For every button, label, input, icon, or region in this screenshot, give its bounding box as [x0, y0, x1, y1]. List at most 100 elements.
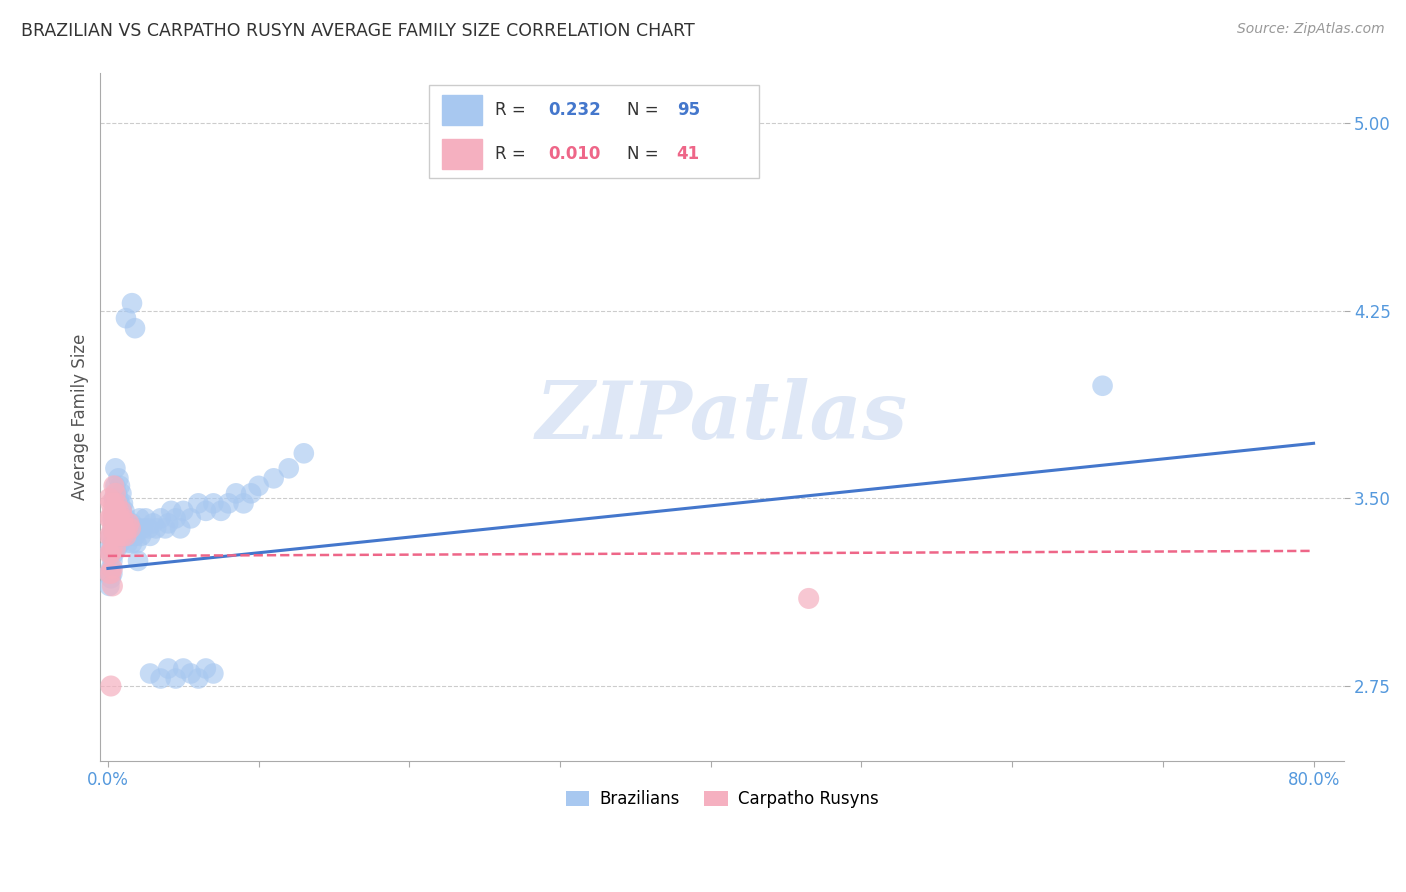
Point [105, 486, 128, 500]
Point [232, 496, 254, 510]
Legend: Brazilians, Carpatho Rusyns: Brazilians, Carpatho Rusyns [560, 783, 886, 814]
Point [165, 511, 187, 525]
Point [139, 666, 162, 681]
Point [100, 679, 122, 693]
Point [101, 554, 124, 568]
Point [114, 521, 136, 535]
Point [98, 579, 121, 593]
Point [172, 661, 194, 675]
Point [101, 579, 124, 593]
Point [103, 546, 125, 560]
Point [149, 672, 172, 686]
Point [124, 529, 146, 543]
Point [129, 529, 152, 543]
Point [125, 536, 148, 550]
Point [142, 516, 165, 531]
Point [277, 461, 299, 475]
Point [194, 504, 217, 518]
Point [103, 496, 125, 510]
Point [108, 536, 131, 550]
Bar [441, 95, 482, 125]
Point [121, 516, 143, 531]
FancyBboxPatch shape [429, 85, 759, 178]
Point [98, 566, 121, 581]
Point [103, 479, 125, 493]
Point [217, 496, 239, 510]
Point [111, 496, 134, 510]
Point [101, 536, 124, 550]
Point [145, 521, 167, 535]
Point [127, 521, 149, 535]
Point [107, 504, 129, 518]
Point [100, 529, 122, 543]
Point [104, 511, 127, 525]
Point [100, 571, 122, 585]
Point [101, 511, 124, 525]
Point [100, 546, 122, 560]
Point [187, 496, 209, 510]
Point [180, 511, 202, 525]
Point [107, 521, 129, 535]
Point [202, 666, 225, 681]
Point [115, 529, 138, 543]
Point [110, 504, 132, 518]
Point [104, 486, 127, 500]
Point [100, 546, 122, 560]
Point [103, 529, 125, 543]
Text: 95: 95 [676, 101, 700, 119]
Point [120, 521, 142, 535]
Point [105, 529, 128, 543]
Text: 41: 41 [676, 145, 700, 163]
Point [110, 504, 132, 518]
Point [120, 529, 142, 543]
Point [160, 504, 183, 518]
Point [103, 491, 125, 506]
Point [100, 511, 122, 525]
Point [1091, 378, 1114, 392]
Point [107, 529, 129, 543]
Point [202, 496, 225, 510]
Text: ZIPatlas: ZIPatlas [536, 378, 908, 456]
Point [209, 504, 232, 518]
Point [98, 566, 121, 581]
Point [117, 516, 139, 531]
Point [105, 496, 128, 510]
Point [172, 504, 194, 518]
Text: 0.010: 0.010 [548, 145, 600, 163]
Point [100, 561, 122, 575]
Point [118, 516, 141, 531]
Text: 0.232: 0.232 [548, 101, 600, 119]
Point [100, 566, 122, 581]
Point [98, 511, 121, 525]
Point [104, 479, 127, 493]
Point [108, 496, 131, 510]
Point [107, 491, 129, 506]
Point [104, 541, 127, 556]
Text: N =: N = [627, 145, 664, 163]
Y-axis label: Average Family Size: Average Family Size [72, 334, 89, 500]
Point [104, 521, 127, 535]
Point [115, 311, 138, 326]
Point [127, 554, 149, 568]
Point [110, 521, 132, 535]
Point [105, 511, 128, 525]
Point [104, 504, 127, 518]
Point [117, 521, 139, 535]
Point [149, 511, 172, 525]
Point [121, 536, 143, 550]
Point [98, 541, 121, 556]
Point [225, 486, 247, 500]
Text: R =: R = [495, 145, 531, 163]
Point [121, 296, 143, 310]
Point [115, 529, 138, 543]
Point [797, 591, 820, 606]
Point [107, 511, 129, 525]
Point [105, 504, 128, 518]
Point [194, 661, 217, 675]
Point [124, 321, 146, 335]
Point [110, 486, 132, 500]
Point [101, 521, 124, 535]
Point [107, 471, 129, 485]
Point [135, 511, 157, 525]
Point [108, 511, 131, 525]
